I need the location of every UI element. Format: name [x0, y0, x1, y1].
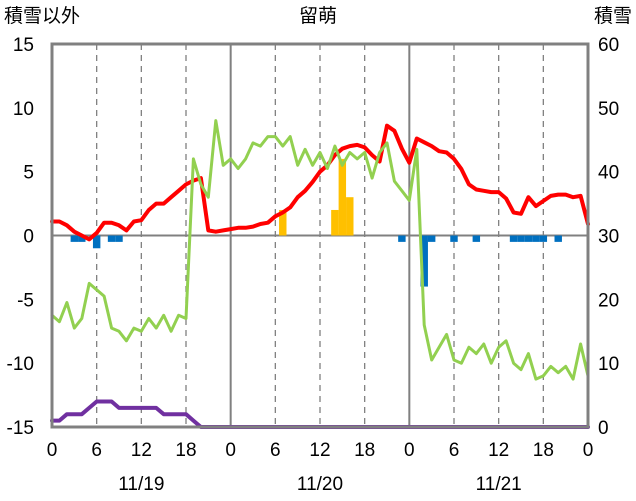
date-label: 11/19: [118, 474, 164, 495]
hour-tick-label: 18: [533, 440, 554, 461]
hour-tick-label: 0: [47, 440, 58, 461]
series-line-1: [50, 119, 590, 381]
left-tick-label: -5: [17, 290, 34, 311]
bar: [427, 235, 436, 242]
hour-tick-label: 12: [309, 440, 330, 461]
hour-tick-label: 12: [488, 440, 509, 461]
right-tick-label: 0: [598, 418, 609, 439]
right-axis-label: 積雪: [594, 5, 632, 27]
left-tick-label: 15: [13, 35, 34, 56]
hour-tick-label: 18: [175, 440, 196, 461]
bar: [279, 209, 287, 236]
bar: [78, 235, 86, 242]
hour-tick-label: 0: [225, 440, 236, 461]
right-tick-label: 50: [598, 99, 619, 120]
plot-frame: [50, 42, 590, 429]
bar: [92, 235, 101, 249]
right-tick-label: 20: [598, 290, 619, 311]
bar: [472, 235, 481, 242]
bar: [554, 235, 562, 242]
bar: [539, 235, 548, 242]
bar: [450, 235, 458, 242]
right-tick-label: 30: [598, 227, 619, 248]
date-label: 11/20: [297, 474, 343, 495]
bar: [331, 209, 339, 236]
date-label: 11/21: [476, 474, 522, 495]
bar: [70, 235, 79, 242]
hour-tick-label: 6: [270, 440, 281, 461]
hour-tick-label: 0: [583, 440, 594, 461]
bar: [107, 235, 116, 242]
bar: [420, 235, 428, 287]
left-tick-label: -10: [7, 354, 34, 375]
right-tick-label: 60: [598, 35, 619, 56]
left-tick-label: 5: [23, 163, 34, 184]
hour-tick-label: 0: [404, 440, 415, 461]
bar: [517, 235, 525, 242]
hour-tick-label: 6: [449, 440, 460, 461]
chart-title: 留萌: [299, 5, 337, 27]
left-tick-label: -15: [7, 418, 34, 439]
hour-tick-label: 12: [131, 440, 152, 461]
left-tick-label: 10: [13, 99, 34, 120]
bar: [532, 235, 540, 242]
right-tick-label: 40: [598, 163, 619, 184]
bar: [115, 235, 123, 242]
bar: [346, 197, 354, 236]
left-tick-label: 0: [23, 227, 34, 248]
bar: [398, 235, 406, 242]
hour-tick-label: 6: [91, 440, 102, 461]
bar: [509, 235, 518, 242]
series-line-0: [50, 123, 590, 242]
bar: [524, 235, 533, 242]
hour-tick-label: 18: [354, 440, 375, 461]
left-axis-label: 積雪以外: [4, 5, 80, 27]
grid-lines: [52, 44, 588, 427]
right-tick-label: 10: [598, 354, 619, 375]
bar: [338, 158, 347, 236]
bar-series: [70, 158, 562, 287]
